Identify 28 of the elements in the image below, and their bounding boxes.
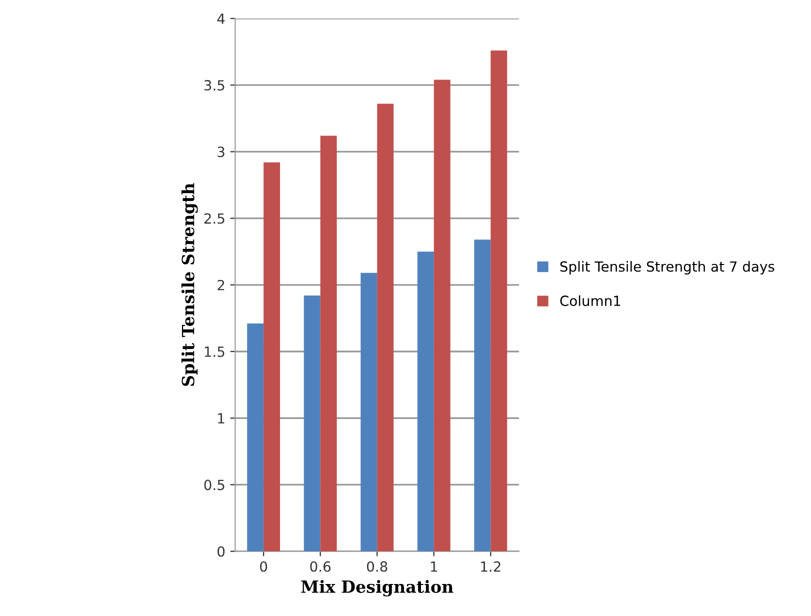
x-tick-label: 1.2 bbox=[481, 561, 500, 572]
y-tick-label: 0 bbox=[218, 546, 225, 557]
y-tick-label: 2 bbox=[218, 280, 224, 290]
bar bbox=[417, 252, 434, 552]
y-tick-label: 3.5 bbox=[204, 80, 224, 91]
legend-label: Split Tensile Strength at 7 days bbox=[560, 261, 774, 274]
y-tick-label: 3 bbox=[218, 146, 224, 158]
y-tick-label: 2.5 bbox=[204, 213, 224, 224]
bar bbox=[434, 80, 450, 552]
y-tick-label: 1.5 bbox=[204, 346, 224, 357]
x-tick-label: 0 bbox=[260, 561, 268, 572]
y-axis-title: Split Tensile Strength bbox=[181, 183, 198, 386]
bar bbox=[320, 136, 337, 552]
bar bbox=[264, 162, 280, 552]
x-tick-label: 0.8 bbox=[366, 561, 388, 572]
y-tick-label: 4 bbox=[217, 14, 225, 24]
x-tick-label: 0.6 bbox=[310, 561, 331, 572]
bar bbox=[474, 240, 491, 552]
y-tick-label: 1 bbox=[218, 413, 224, 424]
bar bbox=[247, 324, 264, 552]
bar bbox=[377, 104, 394, 552]
legend-label: Column1 bbox=[560, 295, 620, 306]
bar bbox=[490, 50, 508, 552]
x-axis-title: Mix Designation bbox=[301, 580, 454, 596]
bar bbox=[360, 272, 378, 552]
y-tick-label: 0.5 bbox=[204, 480, 224, 490]
bar bbox=[304, 296, 320, 552]
x-tick-label: 1 bbox=[430, 561, 438, 572]
